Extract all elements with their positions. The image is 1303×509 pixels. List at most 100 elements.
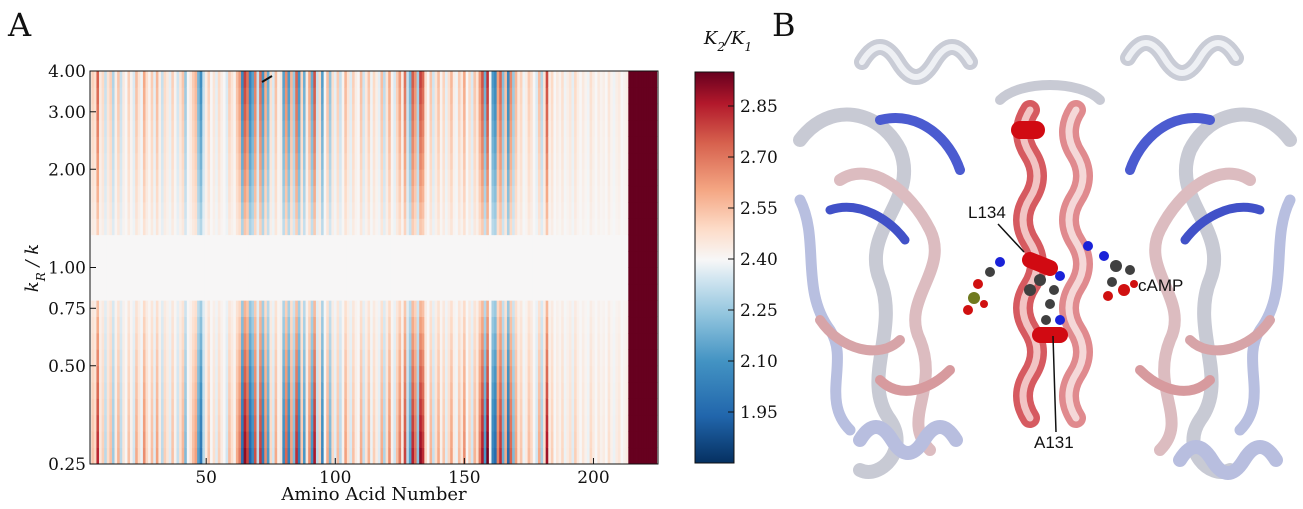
heatmap-cell (607, 431, 611, 449)
heatmap-cell (566, 431, 570, 449)
heatmap-cell (501, 87, 505, 105)
heatmap-cell (315, 120, 319, 137)
heatmap-cell (336, 251, 340, 268)
heatmap-cell (424, 71, 428, 88)
heatmap-cell (132, 71, 136, 88)
heatmap-cell (465, 234, 469, 252)
heatmap-cell (364, 87, 368, 105)
heatmap-cell (137, 218, 141, 236)
heatmap-cell (473, 283, 477, 301)
heatmap-cell (408, 316, 412, 334)
heatmap-cell (545, 431, 549, 449)
heatmap-cell (318, 365, 322, 383)
heatmap-cell (357, 382, 361, 399)
heatmap-cell (540, 283, 544, 301)
heatmap-cell (241, 300, 245, 318)
heatmap-cell (403, 398, 407, 416)
heatmap-cell (96, 185, 100, 203)
heatmap-cell (279, 218, 283, 236)
heatmap-cell (398, 316, 402, 334)
heatmap-cell (215, 251, 219, 268)
heatmap-cell (359, 202, 363, 219)
heatmap-cell (584, 414, 588, 432)
heatmap-cell (104, 267, 108, 285)
heatmap-cell (429, 185, 433, 203)
heatmap-cell (114, 71, 118, 88)
heatmap-cell (465, 365, 469, 383)
heatmap-cell (568, 447, 572, 464)
heatmap-cell (349, 365, 353, 383)
heatmap-cell (403, 300, 407, 318)
heatmap-cell (375, 218, 379, 236)
heatmap-cell (527, 251, 531, 268)
heatmap-cell (207, 316, 211, 334)
heatmap-cell (91, 365, 95, 383)
heatmap-cell (114, 365, 118, 383)
heatmap-cell (119, 333, 123, 350)
heatmap-cell (130, 333, 133, 350)
heatmap-cell (197, 414, 201, 432)
heatmap-cell (362, 431, 366, 449)
heatmap-cell (158, 283, 162, 301)
heatmap-cell (238, 414, 242, 432)
heatmap-cell (233, 333, 237, 350)
heatmap-cell (106, 87, 110, 105)
heatmap-cell (323, 365, 327, 383)
heatmap-cell (408, 251, 412, 268)
heatmap-cell (426, 333, 430, 350)
heatmap-cell (506, 382, 510, 399)
heatmap-cell (171, 414, 175, 432)
heatmap-cell (594, 365, 598, 383)
heatmap-cell (388, 71, 392, 88)
heatmap-cell (545, 185, 549, 203)
heatmap-cell (173, 283, 177, 301)
heatmap-cell (339, 349, 343, 367)
heatmap-cell (96, 169, 100, 187)
heatmap-cell (321, 447, 325, 464)
heatmap-cell (135, 136, 139, 154)
heatmap-cell (202, 398, 206, 416)
heatmap-cell (522, 267, 526, 285)
heatmap-cell (506, 283, 510, 301)
heatmap-cell (419, 71, 423, 88)
heatmap-cell (522, 87, 526, 105)
heatmap-cell (181, 152, 185, 170)
heatmap-cell (473, 136, 477, 154)
heatmap-cell (246, 398, 250, 416)
heatmap-cell (233, 169, 237, 187)
heatmap-cell (447, 185, 451, 203)
heatmap-cell (109, 152, 113, 170)
heatmap-cell (615, 234, 619, 252)
heatmap-cell (599, 349, 603, 367)
heatmap-cell (625, 382, 629, 399)
heatmap-cell (328, 251, 332, 268)
heatmap-cell (303, 103, 306, 121)
heatmap-cell (173, 431, 177, 449)
heatmap-cell (109, 103, 113, 121)
heatmap-cell (465, 447, 469, 464)
heatmap-cell (395, 267, 399, 285)
heatmap-cell (550, 414, 554, 432)
heatmap-cell (225, 71, 229, 88)
heatmap-cell (416, 283, 420, 301)
heatmap-cell (256, 71, 260, 88)
heatmap-cell (468, 300, 472, 318)
heatmap-cell (488, 365, 492, 383)
heatmap-cell (153, 431, 157, 449)
heatmap-cell (362, 365, 366, 383)
heatmap-cell (512, 202, 516, 219)
heatmap-cell (109, 71, 113, 88)
heatmap-cell (272, 120, 275, 137)
heatmap-cell (148, 300, 152, 318)
heatmap-cell (563, 333, 567, 350)
heatmap-cell (517, 251, 521, 268)
heatmap-cell (395, 414, 399, 432)
heatmap-cell (419, 202, 423, 219)
heatmap-cell (326, 447, 330, 464)
heatmap-cell (494, 267, 498, 285)
heatmap-cell (308, 87, 312, 105)
heatmap-cell (326, 283, 330, 301)
heatmap-cell (132, 218, 136, 236)
heatmap-cell (403, 251, 407, 268)
heatmap-cell (375, 71, 379, 88)
